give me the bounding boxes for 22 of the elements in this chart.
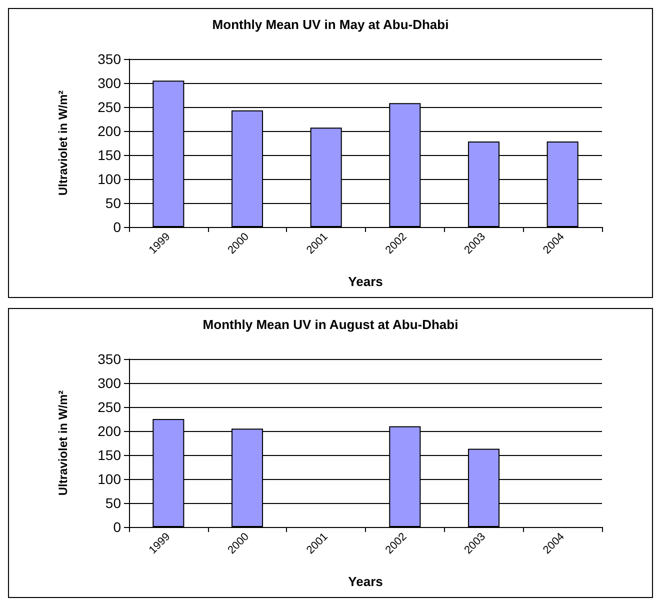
y-tick-label: 0: [113, 219, 122, 235]
y-axis-title: Ultraviolet in W/m²: [56, 390, 70, 496]
y-tick-label: 100: [98, 171, 122, 187]
x-axis-title: Years: [348, 574, 383, 589]
y-tick-label: 50: [105, 495, 122, 511]
y-tick-label: 350: [98, 351, 122, 367]
y-tick-label: 200: [98, 423, 122, 439]
y-tick-label: 300: [98, 75, 122, 91]
y-tick-label: 0: [113, 519, 122, 535]
y-tick-label: 100: [98, 471, 122, 487]
x-axis-title: Years: [348, 274, 383, 289]
y-tick-label: 150: [98, 147, 122, 163]
y-tick-label: 250: [98, 99, 122, 115]
chart-title: Monthly Mean UV in August at Abu-Dhabi: [202, 317, 458, 332]
y-tick-label: 250: [98, 399, 122, 415]
y-tick-label: 350: [98, 51, 122, 67]
y-tick-label: 300: [98, 375, 122, 391]
y-axis-title: Ultraviolet in W/m²: [56, 90, 70, 196]
chart-title: Monthly Mean UV in May at Abu-Dhabi: [212, 17, 449, 32]
y-tick-label: 50: [105, 195, 122, 211]
y-tick-label: 150: [98, 447, 122, 463]
y-tick-label: 200: [98, 123, 122, 139]
